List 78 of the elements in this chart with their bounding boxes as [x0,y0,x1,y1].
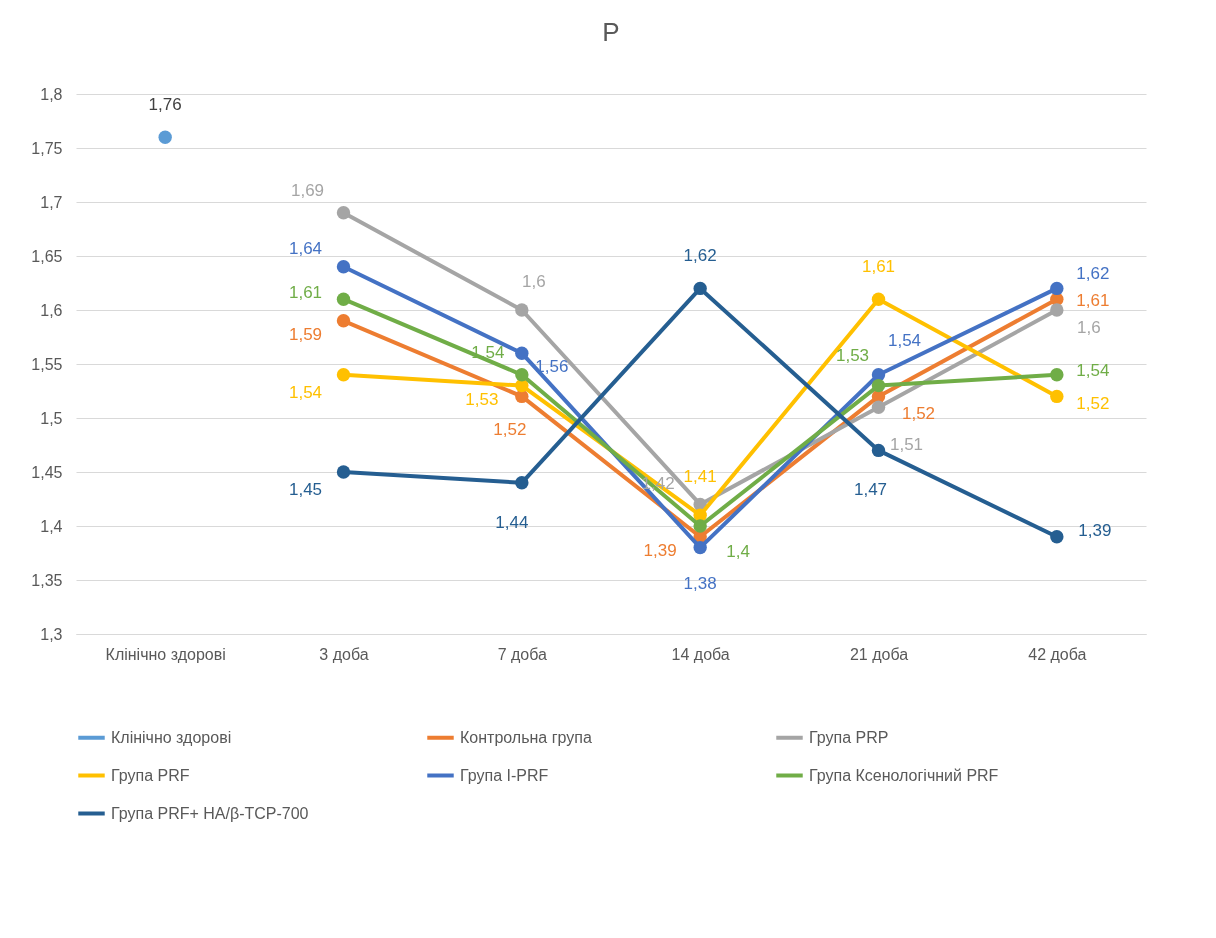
point [693,519,707,533]
data-label: 1,47 [853,480,888,500]
point [336,292,351,306]
data-label: 1,54 [887,330,922,350]
data-label: 1,39 [643,540,677,560]
point [693,540,707,555]
x-tick-label: 42 доба [1028,645,1087,663]
y-tick-label: 1,6 [40,301,63,319]
data-label: 1,54 [1076,360,1110,380]
data-label: 1,52 [901,404,936,424]
x-tick-label: 21 доба [849,645,909,663]
data-label: 1,76 [148,95,182,115]
point [336,368,351,382]
point [871,378,886,393]
x-tick-label: Клінічно здорові [105,645,226,663]
data-label: 1,6 [522,272,546,291]
x-tick-label: 3 доба [319,645,369,663]
point [515,303,529,317]
legend-label: Група Ксенологічний PRF [809,766,999,784]
point [336,465,351,479]
point [871,292,886,306]
y-tick-label: 1,55 [31,355,63,373]
data-label: 1,61 [861,257,896,277]
point [515,346,529,360]
y-tick-label: 1,5 [40,409,63,427]
legend-label: Група PRF [111,766,190,784]
data-label: 1,52 [1076,394,1110,414]
legend-label: Контрольна група [460,728,592,746]
point [158,130,172,144]
point [1050,368,1064,382]
data-label: 1,62 [683,246,717,266]
legend-label: Група PRP [809,728,889,746]
data-label: 1,52 [493,420,527,440]
data-label: 1,4 [726,542,750,561]
data-label: 1,54 [288,382,323,402]
data-label: 1,69 [290,180,325,200]
y-tick-label: 1,7 [40,193,63,211]
point [1050,281,1064,296]
chart-title: P [602,17,620,47]
legend-label: Група PRF+ HA/β-TCP-700 [111,804,309,822]
data-label: 1,45 [288,480,323,499]
legend-label: Група I-PRF [460,766,549,784]
data-label: 1,6 [1077,318,1101,337]
point [871,400,886,414]
y-tick-label: 1,8 [40,85,63,103]
data-label: 1,39 [1078,520,1112,540]
y-tick-label: 1,35 [31,571,63,589]
point [1050,389,1064,404]
data-label: 1,53 [835,345,870,365]
data-label: 1,38 [683,573,717,593]
point [871,443,886,458]
x-tick-label: 7 доба [497,645,548,663]
point [336,314,351,328]
data-label: 1,56 [535,357,569,377]
x-tick-label: 14 доба [671,645,730,663]
y-tick-label: 1,75 [31,139,63,157]
point [1050,303,1064,317]
point [336,206,351,220]
data-label: 1,62 [1076,264,1110,284]
data-label: 1,59 [288,324,323,344]
data-label: 1,61 [1076,291,1110,311]
data-label: 1,53 [465,389,499,409]
data-label: 1,44 [495,512,529,532]
point [1050,530,1064,544]
y-tick-label: 1,65 [31,247,63,265]
y-tick-label: 1,4 [40,517,63,535]
data-label: 1,64 [288,238,323,258]
point [515,476,529,490]
data-label: 1,61 [288,283,323,303]
data-label: 1,42 [641,474,675,494]
point [336,260,351,274]
point [515,368,529,382]
y-tick-label: 1,45 [31,463,63,481]
data-label: 1,51 [889,435,924,455]
y-tick-label: 1,3 [40,625,63,643]
data-label: 1,41 [683,467,717,487]
legend-label: Клінічно здорові [111,728,232,746]
point [693,281,707,296]
